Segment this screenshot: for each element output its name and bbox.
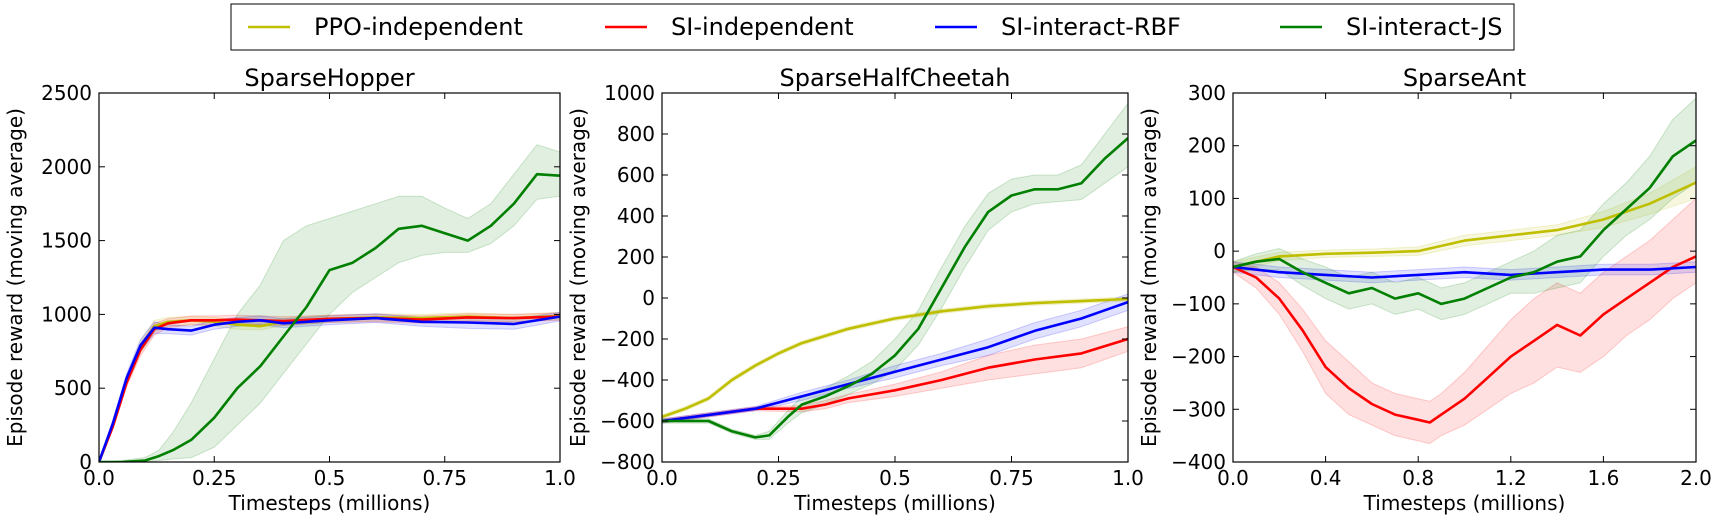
- band-si-interact-rbf: [662, 293, 1128, 424]
- x-axis-label: Timesteps (millions): [228, 491, 431, 515]
- band-si-interact-js: [662, 102, 1128, 440]
- y-tick-label: −200: [600, 327, 655, 351]
- y-tick-label: 400: [617, 204, 655, 228]
- x-tick-label: 1.0: [1112, 466, 1144, 490]
- chart-title: SparseAnt: [1403, 64, 1526, 92]
- legend-label-si-independent: SI-independent: [671, 13, 854, 41]
- chart-title: SparseHopper: [244, 64, 414, 92]
- band-si-interact-js: [1233, 97, 1696, 321]
- x-tick-label: 0.8: [1402, 466, 1434, 490]
- y-tick-label: −400: [600, 368, 655, 392]
- line-si-independent: [1233, 255, 1696, 424]
- y-tick-label: −200: [1171, 345, 1226, 369]
- x-tick-label: 0.0: [1217, 466, 1249, 490]
- band-ppo-independent: [662, 296, 1128, 420]
- y-tick-label: 500: [54, 376, 92, 400]
- line-si-interact-rbf: [662, 300, 1128, 423]
- y-tick-label: −600: [600, 409, 655, 433]
- y-axis-label: Episode reward (moving average): [1137, 108, 1161, 447]
- line-si-interact-js: [662, 137, 1128, 439]
- x-tick-label: 1.0: [544, 466, 576, 490]
- y-tick-label: 800: [617, 122, 655, 146]
- y-tick-label: 600: [617, 163, 655, 187]
- x-tick-label: 0.5: [879, 466, 911, 490]
- band-si-independent: [99, 312, 560, 462]
- y-tick-label: 0: [642, 286, 655, 310]
- band-si-independent: [1233, 197, 1696, 445]
- x-tick-label: 0.5: [314, 466, 346, 490]
- band-si-interact-rbf: [99, 311, 560, 462]
- line-ppo-independent: [662, 297, 1128, 419]
- y-tick-label: 300: [1188, 81, 1226, 105]
- series-lines: [99, 172, 560, 462]
- line-si-interact-js: [99, 172, 560, 462]
- legend: PPO-independent SI-independent SI-interact…: [230, 3, 1515, 51]
- x-tick-label: 0.25: [192, 466, 237, 490]
- y-tick-label: 200: [617, 245, 655, 269]
- x-tick-label: 1.2: [1495, 466, 1527, 490]
- series-lines: [662, 137, 1128, 439]
- x-axis-label: Timesteps (millions): [793, 491, 996, 515]
- y-tick-label: 0: [1213, 239, 1226, 263]
- x-tick-label: 0.0: [83, 466, 115, 490]
- y-axis-label: Episode reward (moving average): [3, 108, 27, 447]
- y-tick-label: 1500: [41, 229, 92, 253]
- y-tick-label: 100: [1188, 186, 1226, 210]
- band-si-independent: [662, 326, 1128, 424]
- legend-label-si-interact-rbf: SI-interact-RBF: [1001, 13, 1181, 41]
- panel-sparse-hopper: 0.0 0.25 0.5 0.75 1.0 0 500 1000 1500 2000 2500 Spa…: [3, 64, 576, 515]
- x-tick-label: 0.75: [989, 466, 1034, 490]
- y-tick-label: −300: [1171, 397, 1226, 421]
- confidence-bands: [662, 102, 1128, 440]
- x-axis-label: Timesteps (millions): [1363, 491, 1566, 515]
- y-tick-label: 1000: [41, 302, 92, 326]
- y-axis-label: Episode reward (moving average): [566, 108, 590, 447]
- x-tick-label: 2.0: [1680, 466, 1712, 490]
- line-si-interact-js: [1233, 139, 1696, 306]
- line-si-interact-rbf: [99, 315, 560, 462]
- y-tick-label: −800: [600, 450, 655, 474]
- panel-sparse-ant: 0.0 0.4 0.8 1.2 1.6 2.0 −400 −300 −200 −100 0 100 20…: [1137, 64, 1712, 515]
- plot-frame: [661, 92, 1129, 463]
- line-si-interact-rbf: [1233, 265, 1696, 279]
- x-tick-label: 0.0: [646, 466, 678, 490]
- y-tick-label: 200: [1188, 134, 1226, 158]
- chart-title: SparseHalfCheetah: [779, 64, 1010, 92]
- x-tick-label: 0.25: [756, 466, 801, 490]
- y-tick-label: −400: [1171, 450, 1226, 474]
- y-tick-label: 2000: [41, 155, 92, 179]
- y-tick-label: −100: [1171, 292, 1226, 316]
- x-tick-label: 0.4: [1310, 466, 1342, 490]
- confidence-bands: [99, 144, 560, 462]
- panel-sparse-half-cheetah: 0.0 0.25 0.5 0.75 1.0 −800 −600 −400 −200 0 200 400…: [566, 64, 1144, 515]
- x-tick-label: 1.6: [1587, 466, 1619, 490]
- y-tick-label: 2500: [41, 81, 92, 105]
- y-tick-label: 1000: [604, 81, 655, 105]
- line-ppo-independent: [1233, 181, 1696, 269]
- x-tick-label: 0.75: [422, 466, 467, 490]
- legend-label-si-interact-js: SI-interact-JS: [1346, 13, 1503, 41]
- plot-frame: [1232, 92, 1697, 463]
- series-lines: [1233, 139, 1696, 424]
- band-si-interact-js: [99, 144, 560, 462]
- band-ppo-independent: [99, 311, 560, 462]
- line-si-independent: [99, 315, 560, 462]
- y-tick-label: 0: [79, 450, 92, 474]
- legend-label-ppo-independent: PPO-independent: [314, 13, 523, 41]
